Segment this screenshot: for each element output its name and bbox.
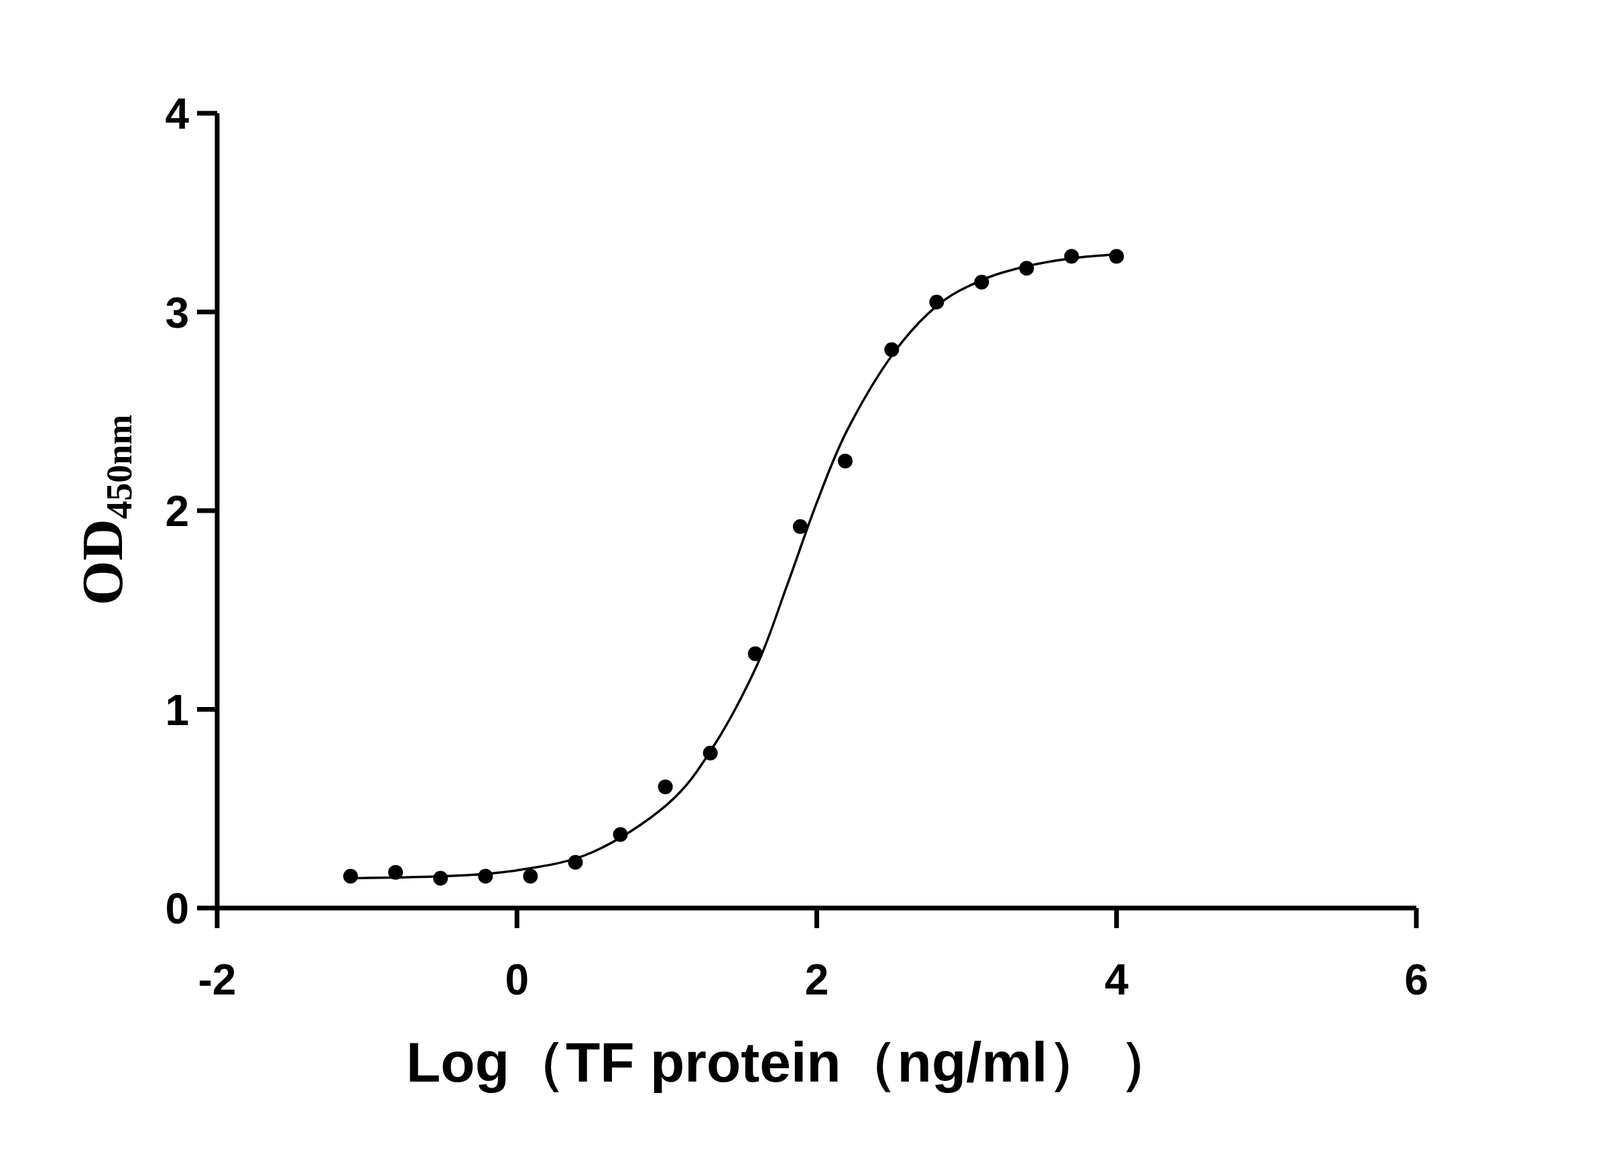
y-tick-label: 0	[164, 884, 190, 934]
y-tick	[197, 309, 218, 315]
x-tick-label: 2	[805, 955, 830, 1005]
x-tick-label: 4	[1104, 955, 1129, 1005]
y-tick	[197, 508, 218, 514]
x-tick	[514, 908, 520, 929]
data-point	[658, 779, 673, 795]
x-tick-label: -2	[198, 955, 237, 1005]
y-axis-label-main: OD	[70, 519, 135, 606]
data-point	[837, 453, 853, 469]
x-tick	[215, 908, 220, 929]
y-tick	[197, 111, 218, 116]
data-point	[1109, 248, 1125, 264]
y-tick-label: 3	[164, 288, 190, 338]
y-axis-label-sub: 450nm	[99, 414, 140, 519]
fit-curve	[350, 254, 1117, 879]
y-tick-label: 4	[164, 89, 190, 139]
data-point	[1064, 248, 1080, 264]
x-tick	[1414, 908, 1420, 929]
y-tick-label: 2	[164, 487, 190, 536]
plot-area	[343, 248, 1125, 886]
x-tick-label: 6	[1404, 955, 1429, 1005]
y-tick	[197, 906, 218, 911]
x-tick	[814, 908, 820, 929]
data-point	[433, 871, 448, 887]
x-tick-label: 0	[504, 955, 529, 1005]
data-point	[522, 869, 538, 885]
x-tick	[1114, 908, 1119, 929]
y-tick	[197, 707, 218, 712]
y-axis-label: OD450nm	[70, 414, 140, 606]
y-tick-label: 1	[164, 686, 190, 735]
data-point	[477, 869, 493, 885]
chart: -2024601234Log（TF protein（ng/ml） ）OD450n…	[0, 0, 1600, 1156]
data-point	[343, 869, 358, 885]
x-axis-label: Log（TF protein（ng/ml） ）	[406, 1030, 1176, 1094]
